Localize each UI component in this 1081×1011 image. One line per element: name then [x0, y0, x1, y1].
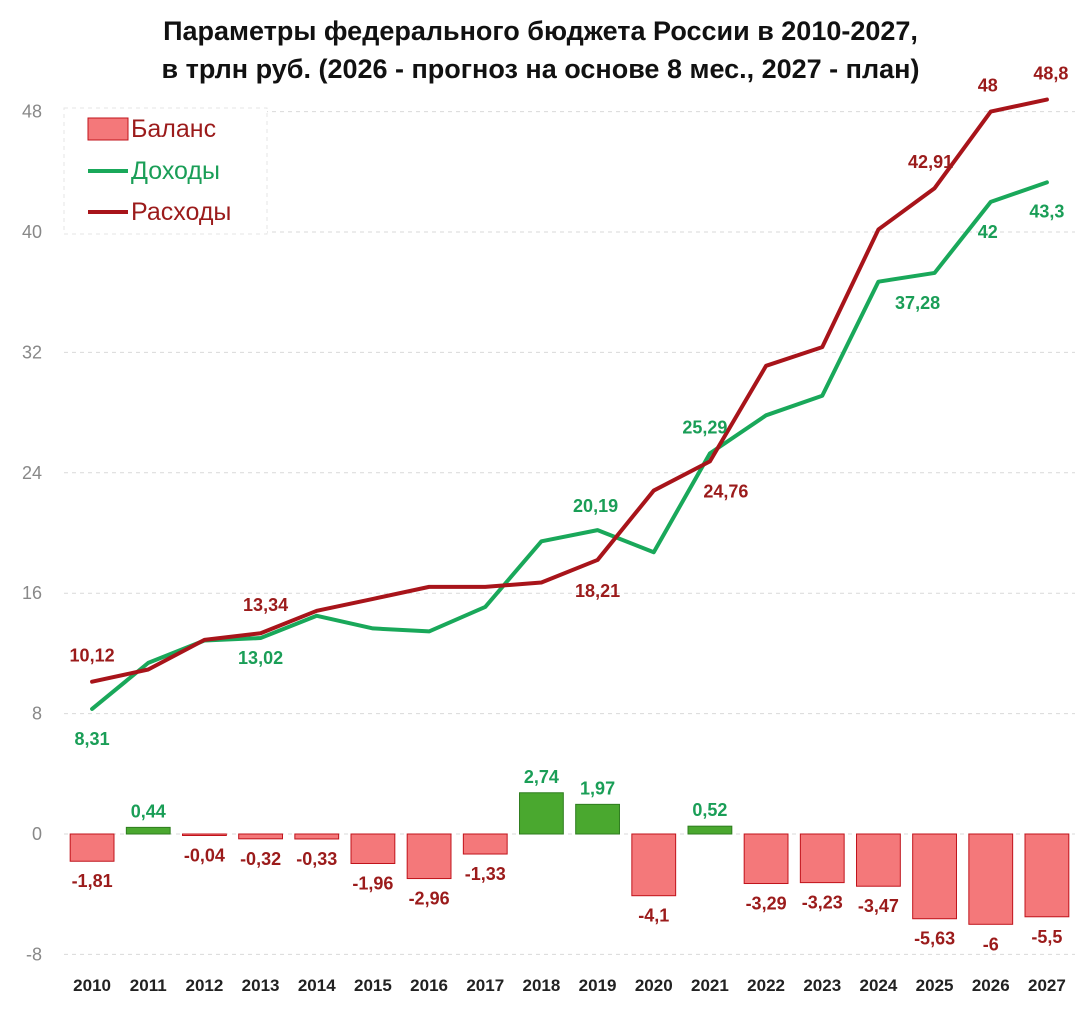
- balance-bar: [238, 833, 283, 840]
- balance-data-label: 0,44: [131, 801, 166, 821]
- balance-data-label: -6: [983, 934, 999, 954]
- x-tick-label: 2016: [410, 976, 448, 995]
- balance-data-label: -2,96: [409, 889, 450, 909]
- x-tick-label: 2017: [466, 976, 504, 995]
- x-tick-label: 2025: [916, 976, 954, 995]
- balance-data-label: -3,29: [746, 894, 787, 914]
- income-data-label: 8,31: [75, 729, 110, 749]
- balance-bar: [125, 826, 171, 835]
- expense-data-label: 48: [978, 76, 998, 96]
- income-data-label: 42: [978, 222, 998, 242]
- x-tick-label: 2019: [579, 976, 617, 995]
- legend-swatch-balance: [87, 117, 129, 141]
- x-tick-label: 2013: [242, 976, 280, 995]
- balance-data-label: 1,97: [580, 778, 615, 798]
- x-tick-label: 2010: [73, 976, 111, 995]
- balance-data-label: -0,04: [184, 846, 225, 866]
- income-data-label: 25,29: [682, 417, 727, 437]
- chart-title-line-1: Параметры федерального бюджета России в …: [163, 16, 918, 46]
- balance-bar: [350, 833, 396, 864]
- expense-data-label: 18,21: [575, 581, 620, 601]
- balance-bar: [1024, 833, 1070, 918]
- balance-bar: [406, 833, 452, 880]
- balance-bar: [462, 833, 508, 855]
- balance-data-label: 2,74: [524, 767, 559, 787]
- y-tick-label: 16: [22, 583, 42, 603]
- x-tick-label: 2027: [1028, 976, 1066, 995]
- balance-bar: [856, 833, 901, 887]
- balance-bar: [69, 833, 115, 862]
- balance-data-label: 0,52: [692, 800, 727, 820]
- balance-bar: [687, 825, 733, 835]
- x-tick-label: 2021: [691, 976, 729, 995]
- x-tick-label: 2024: [860, 976, 898, 995]
- balance-bar: [912, 833, 957, 920]
- x-tick-label: 2014: [298, 976, 336, 995]
- x-tick-label: 2012: [186, 976, 224, 995]
- balance-data-label: -3,47: [858, 896, 899, 916]
- expense-data-label: 13,34: [243, 595, 288, 615]
- expense-data-label: 24,76: [703, 481, 748, 501]
- expense-data-label: 48,8: [1033, 64, 1068, 84]
- balance-bar: [182, 833, 227, 836]
- chart-title-line-2: в трлн руб. (2026 - прогноз на основе 8 …: [161, 54, 920, 84]
- balance-bar: [294, 833, 340, 840]
- x-tick-label: 2023: [803, 976, 841, 995]
- balance-data-label: -5,63: [914, 929, 955, 949]
- x-tick-label: 2018: [523, 976, 561, 995]
- y-tick-label: 0: [32, 824, 42, 844]
- y-tick-label: -8: [26, 944, 42, 964]
- balance-data-label: -4,1: [638, 906, 669, 926]
- legend-label-balance: Баланс: [131, 115, 216, 143]
- income-data-label: 20,19: [573, 496, 618, 516]
- balance-data-label: -0,32: [240, 849, 281, 869]
- y-tick-label: 8: [32, 704, 42, 724]
- y-tick-label: 32: [22, 342, 42, 362]
- balance-data-label: -1,96: [352, 873, 393, 893]
- balance-data-label: -1,81: [72, 871, 113, 891]
- balance-data-label: -1,33: [465, 864, 506, 884]
- balance-data-label: -3,23: [802, 893, 843, 913]
- expense-data-label: 10,12: [70, 646, 115, 666]
- y-tick-label: 24: [22, 463, 42, 483]
- y-tick-label: 40: [22, 222, 42, 242]
- balance-bar: [631, 833, 677, 897]
- balance-data-label: -0,33: [296, 849, 337, 869]
- x-tick-label: 2015: [354, 976, 392, 995]
- balance-bar: [799, 833, 845, 884]
- x-tick-label: 2022: [747, 976, 785, 995]
- expense-data-label: 42,91: [908, 152, 953, 172]
- x-tick-label: 2011: [130, 976, 167, 995]
- income-data-label: 43,3: [1029, 201, 1064, 221]
- balance-bar: [519, 792, 564, 835]
- income-data-label: 37,28: [895, 293, 940, 313]
- x-tick-label: 2020: [635, 976, 673, 995]
- balance-bar: [575, 803, 620, 835]
- balance-bar: [968, 833, 1014, 925]
- income-line: [90, 180, 1049, 711]
- balance-bar: [743, 833, 789, 885]
- income-data-label: 13,02: [238, 648, 283, 668]
- legend-label-income: Доходы: [131, 157, 220, 185]
- expense-line: [90, 97, 1049, 684]
- legend-label-expense: Расходы: [131, 198, 231, 226]
- y-tick-label: 48: [22, 102, 42, 122]
- balance-data-label: -5,5: [1031, 927, 1062, 947]
- chart-title: Параметры федерального бюджета России в …: [0, 12, 1081, 88]
- x-tick-label: 2026: [972, 976, 1010, 995]
